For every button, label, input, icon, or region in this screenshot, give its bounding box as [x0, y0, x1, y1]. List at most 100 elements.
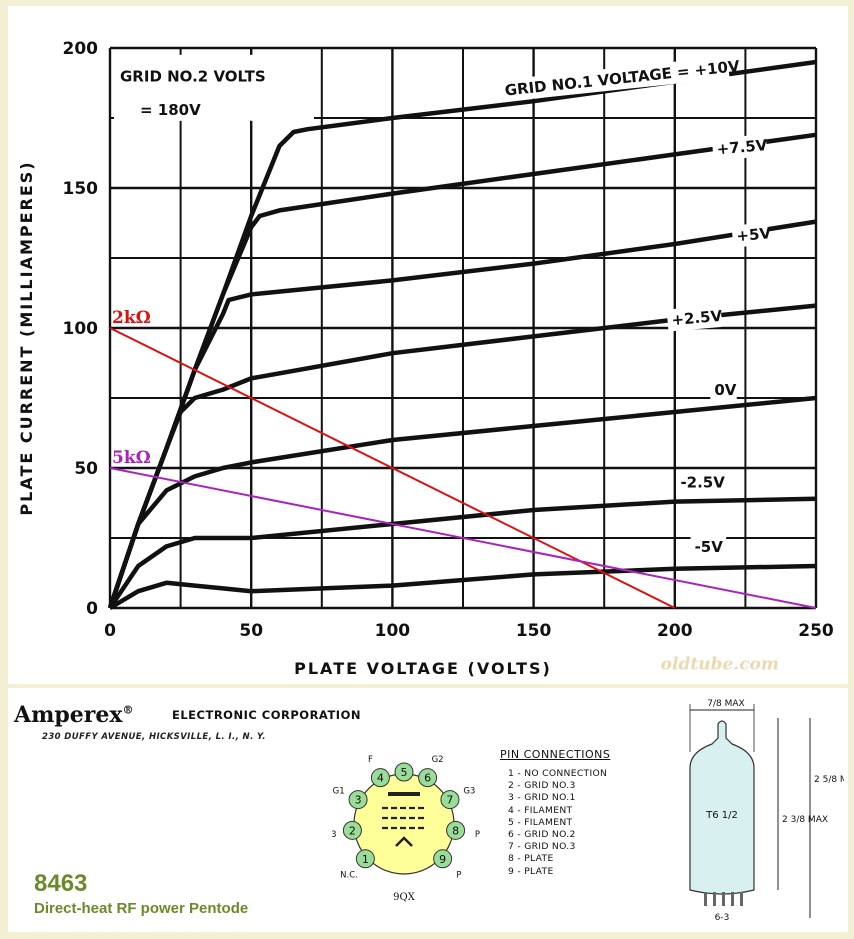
pin-label: G3: [463, 786, 475, 796]
series-label-bg: [676, 471, 731, 494]
series-label: 0V: [714, 381, 736, 399]
series-label: +2.5V: [671, 307, 724, 329]
tube-pin: [731, 892, 734, 906]
pin-number: 2: [349, 824, 356, 837]
tube-number: 8463: [34, 870, 88, 897]
watermark: oldtube.com: [661, 655, 779, 675]
x-tick-label: 0: [104, 621, 116, 641]
series-label-bg: [690, 536, 727, 558]
series-label-bg: [666, 304, 723, 332]
tube-description: Direct-heat RF power Pentode: [34, 900, 249, 917]
pin-label: N.C.: [340, 871, 358, 881]
pin-circle: [342, 820, 362, 840]
dim-body-height: 2 3/8 MAX: [782, 815, 828, 825]
pin-number: 5: [401, 766, 408, 779]
pin-item: 9 - PLATE: [508, 865, 554, 877]
series-label: +7.5V: [716, 136, 769, 158]
y-tick-label: 100: [63, 319, 99, 339]
pin-number: 3: [355, 794, 362, 807]
y-tick-label: 200: [63, 39, 99, 59]
y-axis-title: PLATE CURRENT (MILLIAMPERES): [17, 160, 36, 515]
pin-item: 1 - NO CONNECTION: [508, 768, 608, 779]
series-label-bg: [711, 134, 768, 161]
pin-label: F: [368, 755, 373, 765]
pin-circle: [418, 768, 438, 788]
pin-circle: [394, 762, 414, 782]
base-length: 6-3: [715, 913, 730, 923]
pin-item: 8 - PLATE: [508, 853, 554, 865]
brand-address: 230 DUFFY AVENUE, HICKSVILLE, L. I., N. …: [42, 732, 266, 742]
series-label-bg: [499, 56, 730, 102]
pin-item: 6 - GRID NO.2: [508, 828, 576, 840]
y-tick-label: 0: [86, 599, 98, 619]
y-tick-label: 50: [74, 459, 98, 479]
pin-item: 3 - GRID NO.1: [508, 792, 576, 804]
pin-circle: [355, 849, 375, 869]
datasheet: 0 50 100 150 200 250 0 50 100 150 200 PLATE VOLTAGE…: [8, 6, 848, 932]
x-tick-label: 50: [239, 621, 263, 641]
pin-number: 7: [446, 794, 453, 807]
pin-number: 8: [452, 824, 459, 837]
pin-number: 9: [439, 853, 446, 866]
tube-info-panel: Amperex® ELECTRONIC CORPORATION 230 DUFF…: [8, 688, 848, 932]
filament: [395, 836, 413, 847]
pin-label: P: [475, 830, 480, 840]
dim-total-height: 2 5/8 MAX: [814, 775, 844, 785]
annotation-line-1: GRID NO.2 VOLTS: [120, 68, 266, 86]
load-line-label: 5kΩ: [112, 448, 151, 468]
tube-pin: [704, 892, 707, 906]
pin-label: G3: [332, 830, 337, 840]
load-line-label: 2kΩ: [112, 308, 151, 328]
series-line: [107, 303, 817, 609]
electrode: [388, 792, 420, 796]
tube-outline-drawing: 7/8 MAX 2 3/8 MAX 2 5/8 MAX T6 1/2 6-3: [689, 699, 844, 923]
bulb-designation: T6 1/2: [705, 810, 738, 821]
pin-label: P: [456, 871, 461, 881]
base-type: 9QX: [393, 892, 416, 903]
pin-circle: [370, 768, 390, 788]
pin-circle: [348, 790, 368, 810]
annotation-line-2: = 180V: [140, 101, 201, 119]
tube-pin: [722, 892, 725, 906]
x-tick-label: 250: [798, 621, 834, 641]
x-tick-label: 150: [516, 621, 552, 641]
series-line: [108, 563, 817, 610]
series-line: [108, 496, 817, 610]
series-label: +5V: [736, 224, 772, 245]
annotation-box: [114, 54, 314, 121]
y-tick-label: 150: [63, 179, 99, 199]
pin-number: 4: [377, 772, 384, 785]
series-label-bg: [710, 379, 737, 402]
series-label: GRID NO.1 VOLTAGE = +10V: [504, 57, 741, 100]
series-line: [107, 395, 817, 609]
pin-circle: [440, 790, 460, 810]
tube-bulb: [689, 720, 755, 895]
pin-item: 5 - FILAMENT: [508, 816, 573, 828]
pin-item: 4 - FILAMENT: [508, 804, 573, 816]
pin-item: 7 - GRID NO.3: [508, 841, 576, 853]
series-label: -2.5V: [680, 474, 725, 492]
x-tick-label: 100: [375, 621, 411, 641]
pin-label: F: [402, 754, 407, 757]
pin-circle: [433, 849, 453, 869]
pin-diagram: 1N.C.2G33G14F5F6G27G38P9P9QX: [332, 754, 480, 903]
x-axis-title: PLATE VOLTAGE (VOLTS): [294, 659, 552, 678]
pin-number: 6: [424, 772, 431, 785]
pin-connections-list: 1 - NO CONNECTION 2 - GRID NO.3 3 - GRID…: [508, 768, 607, 878]
series-label: -5V: [695, 538, 724, 556]
characteristic-chart: 0 50 100 150 200 250 0 50 100 150 200 PLATE VOLTAGE…: [17, 39, 834, 678]
pin-label: G2: [432, 755, 444, 765]
brand-logo: Amperex®: [14, 702, 134, 728]
pin-label: G1: [333, 786, 345, 796]
tube-pin: [740, 892, 743, 906]
brand-corporation: ELECTRONIC CORPORATION: [172, 708, 361, 722]
pin-item: 2 - GRID NO.3: [508, 780, 576, 792]
x-tick-label: 200: [657, 621, 693, 641]
load-line: [109, 467, 817, 609]
tube-pin: [713, 892, 716, 906]
dim-width: 7/8 MAX: [707, 699, 744, 709]
pin-circle: [446, 820, 466, 840]
series-label-bg: [731, 222, 769, 248]
pin-connections-title: PIN CONNECTIONS: [500, 748, 611, 761]
pin-number: 1: [362, 853, 369, 866]
